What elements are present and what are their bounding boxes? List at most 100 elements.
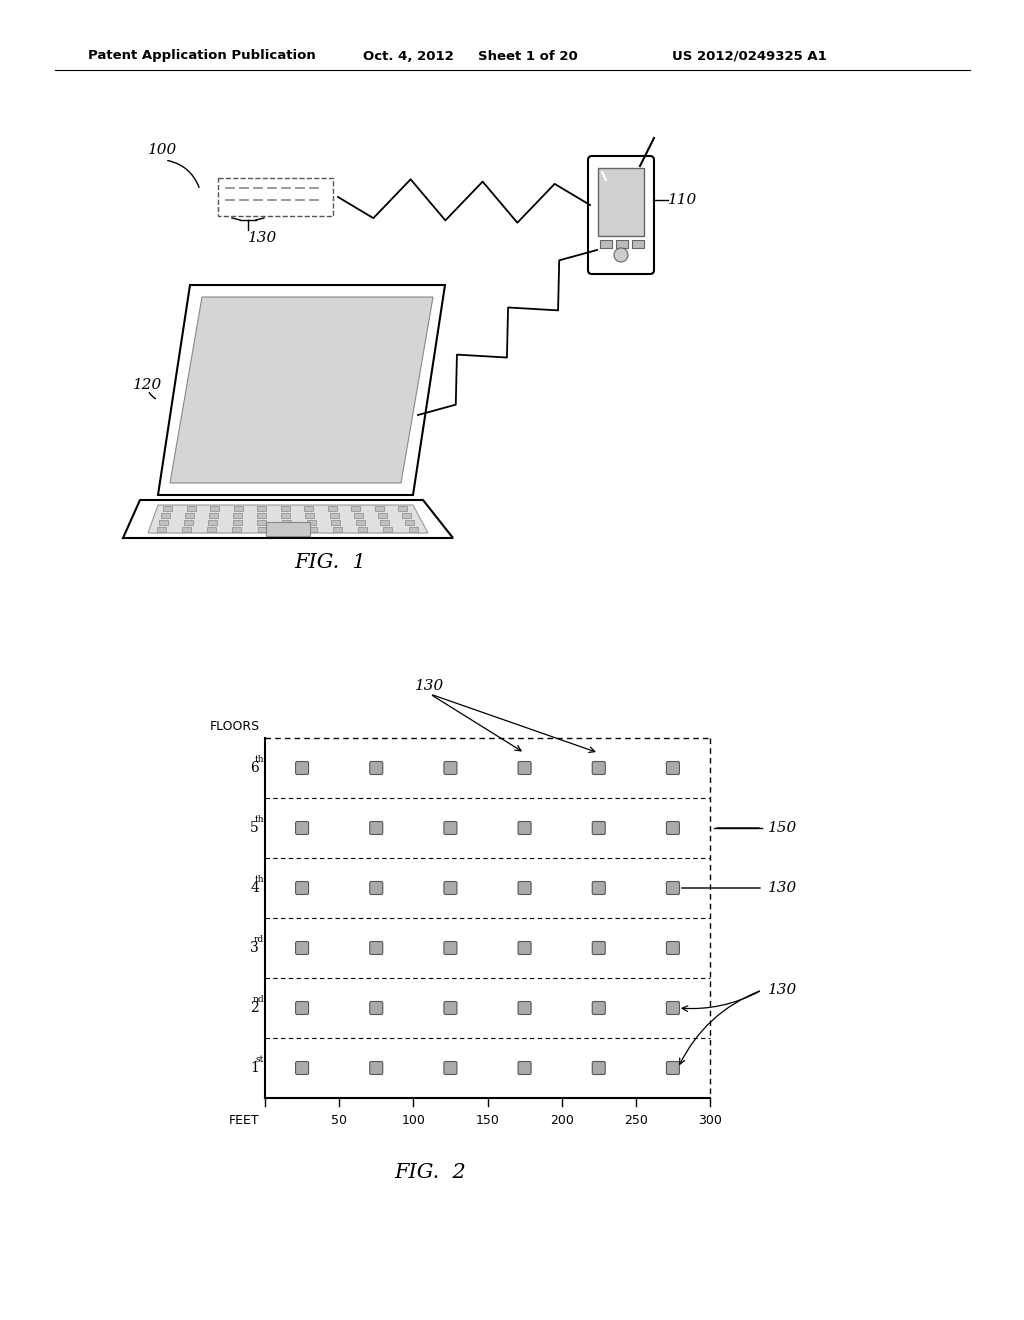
Text: th: th <box>254 874 264 883</box>
Text: 150: 150 <box>768 821 798 836</box>
FancyBboxPatch shape <box>296 941 308 954</box>
Text: 1: 1 <box>250 1061 259 1074</box>
FancyBboxPatch shape <box>592 1061 605 1074</box>
Bar <box>159 520 168 524</box>
FancyBboxPatch shape <box>518 762 531 775</box>
Text: 250: 250 <box>624 1114 648 1126</box>
FancyBboxPatch shape <box>518 882 531 895</box>
Bar <box>375 506 384 511</box>
Bar <box>210 506 219 511</box>
Bar <box>157 527 166 532</box>
Bar <box>632 240 644 248</box>
Text: Oct. 4, 2012: Oct. 4, 2012 <box>362 49 454 62</box>
Text: 3: 3 <box>250 941 259 954</box>
FancyBboxPatch shape <box>370 1061 383 1074</box>
FancyBboxPatch shape <box>667 882 679 895</box>
FancyBboxPatch shape <box>444 882 457 895</box>
Bar <box>378 512 387 517</box>
Bar <box>164 506 172 511</box>
Bar <box>232 527 242 532</box>
Bar <box>598 168 644 236</box>
Bar <box>351 506 360 511</box>
Polygon shape <box>123 500 453 539</box>
Bar <box>232 520 242 524</box>
Text: FEET: FEET <box>228 1114 259 1126</box>
Bar <box>409 527 418 532</box>
FancyBboxPatch shape <box>667 1002 679 1015</box>
Bar <box>282 512 291 517</box>
FancyBboxPatch shape <box>370 821 383 834</box>
Text: 2: 2 <box>250 1001 259 1015</box>
FancyBboxPatch shape <box>296 882 308 895</box>
Bar <box>356 520 365 524</box>
Bar <box>257 520 266 524</box>
Bar <box>161 512 170 517</box>
Bar <box>304 506 313 511</box>
Text: 50: 50 <box>331 1114 347 1126</box>
Text: st: st <box>256 1055 264 1064</box>
Text: 100: 100 <box>148 143 177 157</box>
Bar <box>282 520 291 524</box>
Bar <box>333 527 342 532</box>
FancyBboxPatch shape <box>370 941 383 954</box>
FancyBboxPatch shape <box>444 762 457 775</box>
Text: 130: 130 <box>768 880 798 895</box>
FancyBboxPatch shape <box>444 941 457 954</box>
FancyBboxPatch shape <box>296 1061 308 1074</box>
FancyBboxPatch shape <box>667 762 679 775</box>
Text: 6: 6 <box>250 762 259 775</box>
FancyBboxPatch shape <box>667 821 679 834</box>
Polygon shape <box>158 285 445 495</box>
Bar <box>328 506 337 511</box>
FancyBboxPatch shape <box>370 882 383 895</box>
FancyBboxPatch shape <box>518 1061 531 1074</box>
FancyBboxPatch shape <box>592 882 605 895</box>
Bar <box>600 240 612 248</box>
Text: th: th <box>254 755 264 763</box>
Text: rd: rd <box>254 935 264 944</box>
Bar <box>308 527 316 532</box>
Text: Patent Application Publication: Patent Application Publication <box>88 49 315 62</box>
Text: Sheet 1 of 20: Sheet 1 of 20 <box>478 49 578 62</box>
Text: 100: 100 <box>401 1114 425 1126</box>
Bar <box>401 512 411 517</box>
Text: 130: 130 <box>768 983 798 997</box>
Circle shape <box>614 248 628 261</box>
FancyBboxPatch shape <box>592 1002 605 1015</box>
Text: FIG.  1: FIG. 1 <box>294 553 366 572</box>
Bar <box>182 527 191 532</box>
Bar <box>257 527 266 532</box>
Polygon shape <box>148 506 428 533</box>
Text: 110: 110 <box>668 193 697 207</box>
Text: 300: 300 <box>698 1114 722 1126</box>
Text: 150: 150 <box>475 1114 500 1126</box>
FancyBboxPatch shape <box>296 821 308 834</box>
FancyBboxPatch shape <box>296 762 308 775</box>
Bar <box>616 240 628 248</box>
FancyBboxPatch shape <box>444 1002 457 1015</box>
FancyBboxPatch shape <box>370 1002 383 1015</box>
Bar <box>398 506 408 511</box>
FancyBboxPatch shape <box>592 821 605 834</box>
Text: 5: 5 <box>250 821 259 836</box>
Bar <box>353 512 362 517</box>
Bar <box>332 520 340 524</box>
Bar <box>330 512 339 517</box>
Bar <box>383 527 392 532</box>
Bar <box>257 512 266 517</box>
Text: 200: 200 <box>550 1114 573 1126</box>
Bar <box>187 506 196 511</box>
Text: 4: 4 <box>250 880 259 895</box>
Bar <box>233 506 243 511</box>
Text: FIG.  2: FIG. 2 <box>394 1163 466 1183</box>
Text: 130: 130 <box>248 231 278 246</box>
Bar <box>209 512 218 517</box>
FancyBboxPatch shape <box>518 821 531 834</box>
FancyBboxPatch shape <box>296 1002 308 1015</box>
Bar <box>406 520 414 524</box>
Bar <box>358 527 368 532</box>
FancyBboxPatch shape <box>667 1061 679 1074</box>
Bar <box>305 512 314 517</box>
FancyBboxPatch shape <box>444 821 457 834</box>
Text: th: th <box>254 814 264 824</box>
